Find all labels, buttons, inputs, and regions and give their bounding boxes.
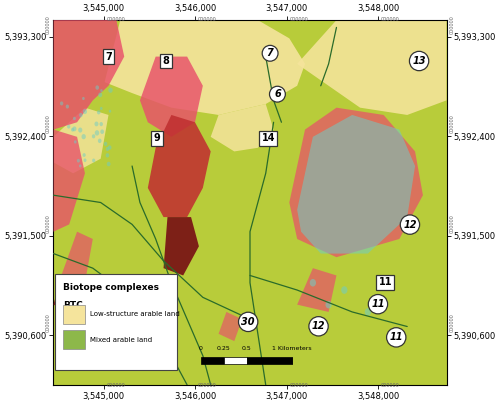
Circle shape: [74, 140, 76, 144]
Bar: [63, 305, 84, 324]
Polygon shape: [54, 130, 85, 232]
Circle shape: [79, 164, 82, 167]
Circle shape: [92, 134, 96, 139]
Polygon shape: [62, 232, 93, 283]
Text: 6: 6: [274, 89, 281, 99]
Circle shape: [60, 101, 64, 105]
Text: 0.25: 0.25: [217, 346, 230, 351]
Text: 000000: 000000: [198, 383, 216, 388]
Polygon shape: [164, 217, 199, 275]
Text: Low-structure arable land: Low-structure arable land: [90, 311, 180, 318]
Text: 7: 7: [266, 48, 274, 58]
Text: 1 Kilometers: 1 Kilometers: [272, 346, 312, 351]
Polygon shape: [104, 20, 305, 115]
Text: 000000: 000000: [380, 383, 400, 388]
Circle shape: [365, 308, 371, 316]
Circle shape: [107, 162, 110, 166]
Circle shape: [77, 159, 80, 162]
Circle shape: [71, 128, 74, 132]
Text: BTC: BTC: [63, 301, 82, 310]
Circle shape: [341, 286, 347, 294]
Text: 000000: 000000: [290, 383, 308, 388]
Polygon shape: [54, 275, 77, 312]
Circle shape: [83, 109, 87, 114]
Circle shape: [108, 87, 112, 93]
Circle shape: [67, 125, 70, 129]
Text: 000000: 000000: [450, 313, 454, 333]
Text: 000000: 000000: [46, 15, 51, 34]
Circle shape: [98, 139, 102, 143]
Circle shape: [96, 85, 99, 90]
Circle shape: [66, 104, 69, 109]
Text: 14: 14: [262, 133, 275, 143]
Circle shape: [82, 153, 86, 157]
Circle shape: [97, 110, 100, 115]
Text: 000000: 000000: [450, 15, 454, 34]
Bar: [224, 357, 246, 364]
Text: 000000: 000000: [290, 17, 308, 22]
Polygon shape: [210, 104, 274, 151]
Text: 000000: 000000: [450, 214, 454, 233]
Circle shape: [104, 142, 108, 146]
Circle shape: [92, 158, 96, 162]
Circle shape: [106, 147, 109, 151]
Text: 12: 12: [403, 220, 416, 230]
Text: 000000: 000000: [450, 115, 454, 133]
Text: 8: 8: [162, 56, 170, 66]
Circle shape: [72, 126, 76, 131]
Bar: [246, 357, 292, 364]
Circle shape: [100, 130, 104, 134]
Text: 0.5: 0.5: [242, 346, 252, 351]
Bar: [63, 330, 84, 349]
Circle shape: [78, 128, 82, 132]
Text: 000000: 000000: [46, 214, 51, 233]
Text: Mixed arable land: Mixed arable land: [90, 337, 152, 343]
Text: 7: 7: [105, 51, 112, 62]
Text: 11: 11: [378, 277, 392, 287]
Circle shape: [73, 117, 76, 120]
FancyBboxPatch shape: [56, 274, 178, 370]
Circle shape: [100, 107, 102, 110]
Circle shape: [98, 92, 102, 97]
Text: 000000: 000000: [106, 383, 126, 388]
Text: 000000: 000000: [198, 17, 216, 22]
Polygon shape: [297, 268, 337, 312]
Text: 000000: 000000: [106, 17, 126, 22]
Circle shape: [84, 158, 86, 162]
Bar: [201, 357, 224, 364]
Text: 9: 9: [154, 133, 160, 143]
Polygon shape: [148, 115, 210, 217]
Circle shape: [100, 89, 102, 92]
Polygon shape: [54, 108, 108, 173]
Circle shape: [108, 145, 112, 150]
Polygon shape: [297, 115, 415, 254]
Polygon shape: [290, 108, 423, 257]
Polygon shape: [54, 20, 124, 130]
Text: 000000: 000000: [46, 313, 51, 333]
Text: 0: 0: [199, 346, 203, 351]
Circle shape: [82, 97, 84, 100]
Polygon shape: [218, 312, 242, 341]
Text: 13: 13: [412, 56, 426, 66]
Circle shape: [94, 130, 99, 136]
Circle shape: [82, 134, 86, 139]
Circle shape: [100, 122, 103, 126]
Text: 11: 11: [390, 333, 403, 342]
Text: Biotope complexes: Biotope complexes: [63, 284, 159, 292]
Polygon shape: [297, 20, 446, 115]
Circle shape: [106, 153, 109, 158]
Text: 000000: 000000: [380, 17, 400, 22]
Circle shape: [94, 122, 98, 126]
Circle shape: [310, 279, 316, 287]
Circle shape: [326, 301, 332, 309]
Text: 11: 11: [371, 299, 384, 309]
Circle shape: [79, 113, 82, 117]
Text: 12: 12: [312, 321, 326, 331]
Polygon shape: [140, 57, 203, 137]
Circle shape: [108, 110, 111, 113]
Text: 000000: 000000: [46, 115, 51, 133]
Text: 30: 30: [242, 317, 255, 327]
